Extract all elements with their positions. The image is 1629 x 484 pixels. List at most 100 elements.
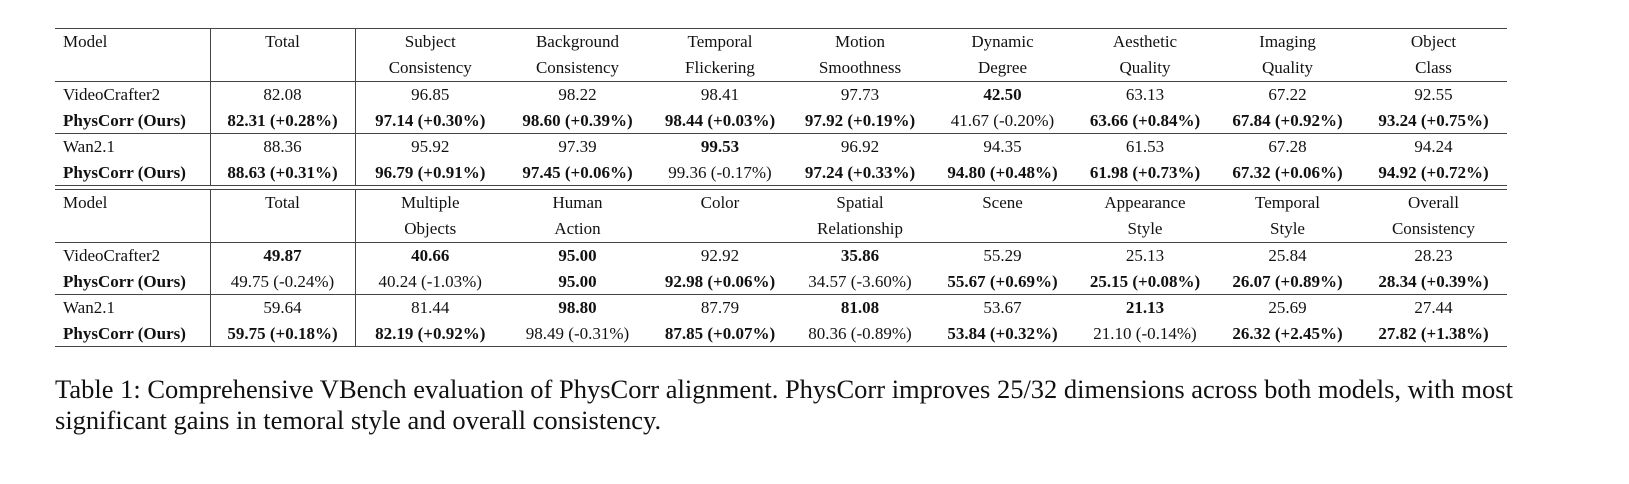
cell-text: 41.67 (-0.20%): [950, 110, 1055, 130]
cell-text: 25.69: [1268, 298, 1307, 317]
cell-text: 87.79: [700, 298, 740, 317]
cell-text: 25.13: [1125, 246, 1165, 265]
cell: 97.73: [790, 82, 930, 108]
cell-text: 97.92 (+0.19%): [804, 110, 916, 130]
cell-text: 98.60 (+0.39%): [522, 110, 633, 130]
header-text: Relationship: [817, 218, 903, 238]
cell-text: 96.79 (+0.91%): [375, 162, 486, 182]
cell: 53.84 (+0.32%): [930, 321, 1075, 347]
cell: 95.92: [355, 134, 505, 160]
cell: 97.45 (+0.06%): [505, 160, 650, 186]
cell: 26.32 (+2.45%): [1215, 321, 1360, 347]
header-text: Total: [265, 32, 300, 51]
cell-text: 35.86: [840, 246, 880, 265]
cell: 95.00: [505, 243, 650, 269]
cell: 92.92: [650, 243, 790, 269]
results-table: Model Total Multiple Objects Human Action Colo…: [55, 189, 1507, 347]
header-text: Overall: [1408, 193, 1459, 212]
header-text: Temporal: [1255, 193, 1320, 212]
cell-text: 25.84: [1268, 246, 1307, 265]
cell: 88.36: [210, 133, 356, 160]
cell: 42.50: [930, 82, 1075, 108]
cell: 82.08: [210, 81, 356, 108]
cell: 34.57 (-3.60%): [790, 269, 930, 295]
cell-text: 67.84 (+0.92%): [1232, 110, 1343, 130]
header-text: Degree: [977, 57, 1028, 77]
cell-text: 59.75 (+0.18%): [227, 323, 338, 343]
cell: VideoCrafter2: [55, 81, 211, 108]
header-cell: Temporal Style: [1215, 190, 1360, 243]
cell: 27.82 (+1.38%): [1360, 321, 1507, 347]
cell: PhysCorr (Ours): [55, 159, 211, 186]
cell: 25.69: [1215, 295, 1360, 321]
cell-text: 97.14 (+0.30%): [375, 110, 486, 130]
cell: 25.84: [1215, 243, 1360, 269]
cell-text: 99.53: [700, 137, 740, 156]
header-text: Style: [1127, 218, 1163, 238]
cell: 97.14 (+0.30%): [355, 108, 505, 134]
cell-text: 49.75 (-0.24%): [230, 271, 335, 291]
cell-text: 63.13: [1125, 85, 1165, 104]
cell: 25.15 (+0.08%): [1075, 269, 1215, 295]
cell-text: 94.92 (+0.72%): [1378, 162, 1489, 182]
header-cell: Multiple Objects: [355, 190, 505, 243]
cell: 97.92 (+0.19%): [790, 108, 930, 134]
cell: 53.67: [930, 295, 1075, 321]
header-text: Style: [1270, 218, 1305, 238]
cell: 92.98 (+0.06%): [650, 269, 790, 295]
cell: 61.53: [1075, 134, 1215, 160]
header-text: Background: [535, 32, 620, 51]
cell-text: 95.00: [558, 246, 597, 265]
header-text: Imaging: [1259, 32, 1316, 51]
cell-text: 92.92: [700, 246, 740, 265]
data-row: Wan2.1 59.64 81.44 98.80 87.79 81.08 53.67 21.1…: [55, 294, 1507, 321]
cell-text: PhysCorr (Ours): [63, 271, 186, 291]
cell-text: 53.84 (+0.32%): [947, 323, 1058, 343]
cell-text: 26.07 (+0.89%): [1232, 271, 1343, 291]
cell-text: 26.32 (+2.45%): [1232, 323, 1343, 343]
header-row: Model Total Subject Consistency Background Co…: [55, 28, 1507, 82]
header-cell: Dynamic Degree: [930, 29, 1075, 82]
header-text: Appearance: [1104, 193, 1186, 212]
cell: 94.35: [930, 134, 1075, 160]
cell: 40.66: [355, 243, 505, 269]
cell: 82.19 (+0.92%): [355, 321, 505, 347]
header-row: Model Total Multiple Objects Human Action Colo…: [55, 189, 1507, 243]
cell: 99.53: [650, 134, 790, 160]
cell: 26.07 (+0.89%): [1215, 269, 1360, 295]
header-cell: Model: [55, 189, 211, 243]
cell-text: 55.67 (+0.69%): [947, 271, 1058, 291]
cell-text: VideoCrafter2: [63, 246, 161, 265]
cell: 81.08: [790, 295, 930, 321]
cell-text: PhysCorr (Ours): [63, 110, 186, 130]
data-row: PhysCorr (Ours) 82.31 (+0.28%) 97.14 (+0.3…: [55, 107, 1507, 134]
header-text: Class: [1415, 57, 1452, 77]
cell: 98.44 (+0.03%): [650, 108, 790, 134]
cell-text: VideoCrafter2: [63, 85, 161, 104]
cell: 98.49 (-0.31%): [505, 321, 650, 347]
data-row: PhysCorr (Ours) 88.63 (+0.31%) 96.79 (+0.9…: [55, 159, 1507, 186]
header-text: Subject: [404, 32, 456, 51]
cell: 27.44: [1360, 295, 1507, 321]
cell-text: 94.24: [1414, 137, 1453, 156]
data-row: Wan2.1 88.36 95.92 97.39 99.53 96.92 94.35 61.5…: [55, 133, 1507, 160]
cell: 94.92 (+0.72%): [1360, 160, 1507, 186]
header-text: Spatial: [836, 193, 884, 212]
header-text: Dynamic: [971, 32, 1034, 51]
cell-text: PhysCorr (Ours): [63, 323, 186, 343]
cell-text: 40.24 (-1.03%): [378, 271, 482, 291]
cell-text: 82.08: [263, 85, 302, 104]
cell-text: Wan2.1: [63, 298, 115, 317]
header-text: Total: [265, 193, 300, 212]
header-cell: Imaging Quality: [1215, 29, 1360, 82]
cell: 21.13: [1075, 295, 1215, 321]
header-text: Action: [554, 218, 601, 238]
cell-text: 98.80: [558, 298, 597, 317]
cell-text: 92.98 (+0.06%): [664, 271, 776, 291]
header-cell: Scene: [930, 190, 1075, 243]
cell-text: 61.53: [1125, 137, 1165, 156]
header-cell: Color: [650, 190, 790, 243]
cell-text: 88.63 (+0.31%): [227, 162, 338, 182]
header-text: Temporal: [687, 32, 753, 51]
cell-text: PhysCorr (Ours): [63, 162, 186, 182]
